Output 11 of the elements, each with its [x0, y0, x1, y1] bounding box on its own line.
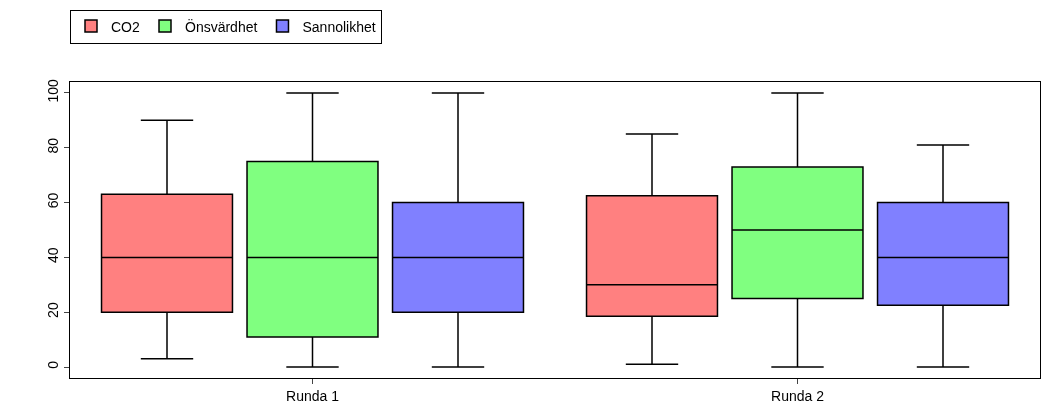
- legend-label: Önsvärdhet: [185, 17, 258, 35]
- y-tick-label: 0: [45, 360, 62, 369]
- legend-label: Sannolikhet: [302, 18, 376, 35]
- x-tick-label: Runda 2: [771, 387, 825, 404]
- y-tick-label: 60: [45, 192, 62, 209]
- x-tick-label: Runda 1: [286, 387, 340, 404]
- y-tick-label: 100: [45, 78, 62, 103]
- legend-label: CO2: [111, 18, 140, 35]
- y-tick-label: 80: [45, 137, 62, 154]
- y-tick-label: 40: [45, 247, 62, 264]
- y-tick-label: 20: [45, 302, 62, 318]
